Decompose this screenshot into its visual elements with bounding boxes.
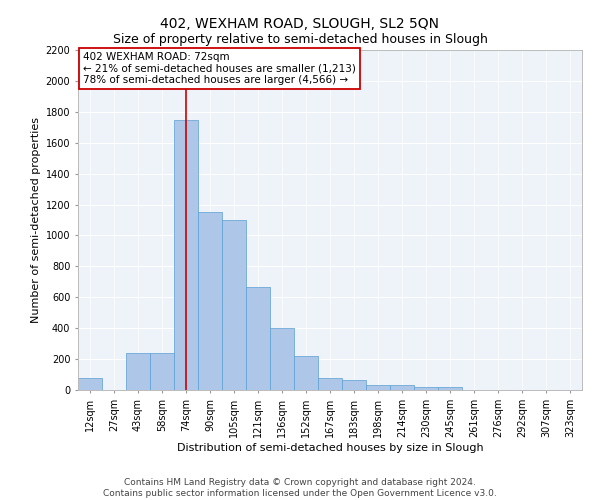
Bar (150, 353, 174, 390)
Bar (390, 386, 414, 390)
Text: 402 WEXHAM ROAD: 72sqm
← 21% of semi-detached houses are smaller (1,213)
78% of : 402 WEXHAM ROAD: 72sqm ← 21% of semi-det… (83, 52, 356, 85)
Bar (342, 380, 366, 390)
Text: 402, WEXHAM ROAD, SLOUGH, SL2 5QN: 402, WEXHAM ROAD, SLOUGH, SL2 5QN (161, 18, 439, 32)
X-axis label: Distribution of semi-detached houses by size in Slough: Distribution of semi-detached houses by … (176, 442, 484, 452)
Bar (366, 386, 390, 390)
Bar (174, 120, 198, 390)
Text: Contains HM Land Registry data © Crown copyright and database right 2024.
Contai: Contains HM Land Registry data © Crown c… (103, 478, 497, 498)
Text: Size of property relative to semi-detached houses in Slough: Size of property relative to semi-detach… (113, 32, 487, 46)
Bar (126, 353, 150, 390)
Bar (198, 212, 222, 390)
Y-axis label: Number of semi-detached properties: Number of semi-detached properties (31, 117, 41, 323)
Bar (246, 287, 270, 390)
Bar (222, 220, 246, 390)
Bar (438, 387, 462, 390)
Bar (414, 387, 438, 390)
Bar (294, 356, 318, 390)
Bar (318, 378, 342, 390)
Bar (270, 328, 294, 390)
Bar (78, 378, 102, 390)
